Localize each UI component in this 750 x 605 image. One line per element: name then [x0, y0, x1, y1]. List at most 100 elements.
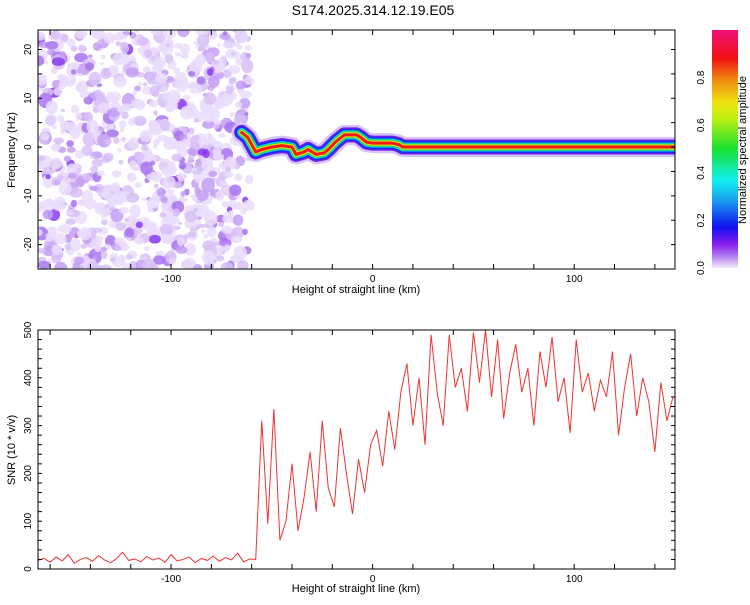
noise-blob [182, 138, 188, 144]
noise-blob [200, 228, 206, 233]
noise-blob [83, 111, 94, 123]
noise-blob [53, 137, 64, 144]
noise-blob [232, 214, 244, 226]
noise-blob [146, 71, 160, 85]
noise-blob [112, 52, 126, 66]
noise-blob [92, 107, 99, 114]
noise-blob [87, 54, 93, 59]
noise-blob [168, 253, 177, 259]
noise-blob [42, 209, 54, 220]
noise-blob [175, 246, 188, 254]
noise-blob [232, 30, 238, 33]
noise-blob [193, 41, 198, 44]
noise-blob [135, 165, 141, 171]
noise-blob [165, 106, 175, 113]
noise-blob [124, 218, 130, 222]
noise-blob [228, 78, 237, 85]
noise-blob [159, 212, 167, 218]
noise-blob [64, 121, 76, 132]
colorbar-gradient [712, 30, 738, 268]
noise-blob [65, 178, 72, 183]
noise-blob [93, 30, 106, 40]
noise-blob [174, 52, 181, 57]
noise-blob [176, 236, 185, 247]
noise-blob [94, 244, 101, 253]
noise-blob [38, 32, 46, 41]
colorbar-tick-label: 0.8 [696, 70, 707, 84]
noise-blob [159, 223, 174, 235]
noise-blob [129, 204, 141, 218]
noise-blob [197, 148, 208, 156]
noise-blob [161, 86, 168, 91]
noise-blob [233, 245, 248, 260]
noise-blob [100, 264, 112, 269]
noise-blob [229, 111, 235, 117]
noise-blob [89, 155, 94, 159]
noise-blob [224, 244, 231, 252]
noise-blob [180, 52, 189, 59]
noise-blob [160, 203, 169, 210]
noise-blob [38, 155, 46, 161]
noise-blob [137, 81, 143, 87]
noise-blob [47, 226, 58, 236]
y-tick-label: 200 [23, 465, 34, 482]
noise-blob [81, 145, 93, 157]
noise-blob [75, 83, 85, 92]
noise-blob [126, 192, 140, 203]
noise-blob [82, 173, 90, 180]
noise-blob [162, 214, 176, 225]
noise-blob [140, 144, 149, 151]
x-tick-label: 100 [566, 574, 583, 585]
noise-blob [115, 96, 120, 102]
noise-blob [245, 174, 254, 185]
noise-blob [136, 36, 149, 46]
noise-blob [51, 125, 58, 130]
noise-blob [176, 172, 185, 182]
noise-blob [245, 52, 252, 59]
noise-blob [233, 41, 241, 47]
noise-blob [97, 228, 103, 232]
noise-blob [67, 172, 77, 179]
noise-blob [188, 81, 200, 89]
noise-blob [85, 62, 95, 71]
x-tick-label: 100 [566, 274, 583, 285]
noise-blob [74, 52, 88, 63]
noise-blob [38, 260, 51, 269]
noise-blob [220, 261, 234, 269]
noise-blob [119, 126, 125, 133]
noise-blob [206, 132, 212, 137]
noise-blob [102, 186, 112, 196]
noise-blob [228, 65, 241, 74]
noise-blob [145, 228, 155, 236]
top-y-axis-label: Frequency (Hz) [6, 112, 18, 188]
noise-blob [162, 175, 176, 189]
noise-blob [99, 246, 108, 252]
noise-texture [38, 30, 256, 269]
noise-blob [60, 108, 66, 112]
y-tick-label: 300 [23, 417, 34, 434]
noise-blob [237, 260, 249, 269]
noise-blob [74, 150, 84, 159]
colorbar-tick-label: 0.2 [696, 213, 707, 227]
noise-blob [38, 201, 45, 213]
noise-blob [111, 169, 122, 178]
noise-blob [235, 80, 247, 90]
noise-blob [180, 191, 186, 197]
noise-blob [214, 97, 223, 108]
noise-blob [121, 103, 133, 112]
noise-blob [188, 71, 196, 77]
colorbar-tick-label: 0.0 [696, 261, 707, 275]
noise-blob [148, 120, 161, 134]
noise-blob [213, 60, 220, 66]
noise-blob [159, 41, 167, 50]
noise-blob [219, 63, 226, 70]
noise-blob [109, 182, 121, 193]
noise-blob [51, 244, 63, 255]
noise-blob [125, 67, 139, 78]
noise-blob [165, 43, 171, 47]
noise-blob [132, 90, 137, 96]
noise-blob [195, 189, 209, 202]
noise-blob [153, 138, 160, 146]
noise-blob [65, 218, 76, 225]
